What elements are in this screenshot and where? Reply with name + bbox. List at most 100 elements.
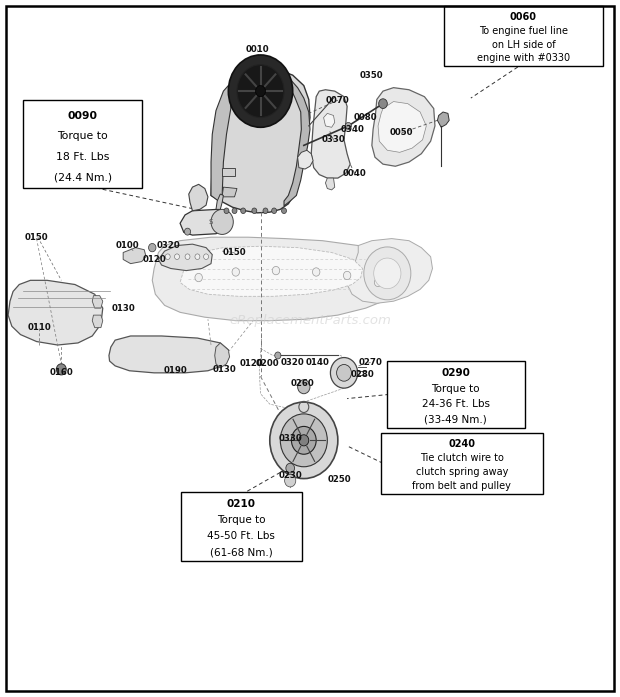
Text: 0070: 0070 bbox=[326, 95, 350, 105]
Polygon shape bbox=[180, 246, 363, 296]
FancyBboxPatch shape bbox=[381, 433, 543, 494]
Text: S: S bbox=[209, 219, 213, 225]
Polygon shape bbox=[153, 237, 402, 321]
Polygon shape bbox=[92, 315, 103, 328]
Circle shape bbox=[343, 271, 351, 279]
Polygon shape bbox=[180, 209, 231, 235]
Circle shape bbox=[270, 402, 338, 479]
Polygon shape bbox=[215, 343, 229, 368]
Text: (33-49 Nm.): (33-49 Nm.) bbox=[424, 414, 487, 424]
Polygon shape bbox=[222, 187, 237, 197]
Circle shape bbox=[345, 123, 352, 130]
Polygon shape bbox=[378, 102, 427, 153]
Circle shape bbox=[272, 208, 277, 213]
Text: 0200: 0200 bbox=[256, 359, 280, 368]
Polygon shape bbox=[211, 86, 231, 201]
Text: 0350: 0350 bbox=[360, 71, 384, 80]
Polygon shape bbox=[326, 178, 335, 190]
Text: 0120: 0120 bbox=[239, 359, 263, 368]
Circle shape bbox=[286, 464, 294, 473]
Circle shape bbox=[379, 99, 388, 109]
Text: 0230: 0230 bbox=[278, 470, 302, 480]
Polygon shape bbox=[298, 151, 313, 169]
Text: Torque to: Torque to bbox=[217, 516, 265, 526]
Polygon shape bbox=[372, 88, 435, 167]
Circle shape bbox=[195, 273, 202, 282]
Text: engine with #0330: engine with #0330 bbox=[477, 53, 570, 63]
Circle shape bbox=[252, 208, 257, 213]
Circle shape bbox=[224, 208, 229, 213]
Polygon shape bbox=[188, 184, 208, 210]
Circle shape bbox=[281, 208, 286, 213]
Text: eReplacementParts.com: eReplacementParts.com bbox=[229, 314, 391, 327]
Circle shape bbox=[211, 209, 233, 234]
Text: 0150: 0150 bbox=[25, 233, 48, 242]
Text: 24-36 Ft. Lbs: 24-36 Ft. Lbs bbox=[422, 399, 490, 409]
Text: from belt and pulley: from belt and pulley bbox=[412, 481, 511, 491]
Text: 0260: 0260 bbox=[291, 378, 314, 388]
Polygon shape bbox=[222, 168, 234, 176]
Text: 0010: 0010 bbox=[246, 45, 269, 54]
Text: 0060: 0060 bbox=[510, 13, 537, 22]
Text: on LH side of: on LH side of bbox=[492, 40, 556, 49]
Text: 0210: 0210 bbox=[227, 500, 256, 510]
Circle shape bbox=[299, 435, 309, 446]
Circle shape bbox=[298, 380, 310, 394]
Polygon shape bbox=[123, 247, 146, 263]
Text: 45-50 Ft. Lbs: 45-50 Ft. Lbs bbox=[208, 532, 275, 542]
Text: 0150: 0150 bbox=[223, 248, 246, 257]
Polygon shape bbox=[211, 67, 310, 213]
Text: 0130: 0130 bbox=[213, 365, 236, 374]
Text: clutch spring away: clutch spring away bbox=[415, 467, 508, 477]
Text: 0270: 0270 bbox=[359, 358, 383, 367]
Circle shape bbox=[184, 228, 190, 235]
Text: 0320: 0320 bbox=[157, 241, 181, 250]
Text: 0130: 0130 bbox=[112, 304, 135, 313]
Text: 0340: 0340 bbox=[340, 125, 364, 134]
Polygon shape bbox=[159, 244, 212, 270]
Circle shape bbox=[185, 254, 190, 259]
Text: 18 Ft. Lbs: 18 Ft. Lbs bbox=[56, 152, 109, 162]
Circle shape bbox=[232, 208, 237, 213]
Polygon shape bbox=[324, 114, 335, 128]
Circle shape bbox=[337, 365, 352, 381]
Text: 0040: 0040 bbox=[343, 169, 366, 178]
Text: 0250: 0250 bbox=[328, 475, 352, 484]
Circle shape bbox=[237, 65, 284, 118]
Circle shape bbox=[374, 278, 382, 286]
Circle shape bbox=[255, 86, 265, 97]
Polygon shape bbox=[8, 280, 103, 345]
FancyBboxPatch shape bbox=[387, 361, 525, 428]
Text: To engine fuel line: To engine fuel line bbox=[479, 26, 568, 36]
Polygon shape bbox=[92, 296, 103, 308]
Text: 0140: 0140 bbox=[306, 358, 329, 367]
Text: 0190: 0190 bbox=[163, 366, 187, 375]
Circle shape bbox=[241, 208, 246, 213]
Text: 0320: 0320 bbox=[281, 358, 304, 367]
FancyBboxPatch shape bbox=[23, 100, 143, 187]
Text: 0240: 0240 bbox=[448, 439, 476, 449]
FancyBboxPatch shape bbox=[180, 492, 302, 561]
Text: Torque to: Torque to bbox=[432, 383, 480, 394]
Text: 0110: 0110 bbox=[27, 323, 51, 332]
Circle shape bbox=[374, 258, 401, 289]
Circle shape bbox=[195, 254, 200, 259]
Text: (24.4 Nm.): (24.4 Nm.) bbox=[53, 172, 112, 182]
Circle shape bbox=[174, 254, 179, 259]
Circle shape bbox=[285, 475, 296, 487]
Circle shape bbox=[280, 414, 327, 467]
Polygon shape bbox=[438, 112, 449, 128]
Circle shape bbox=[364, 247, 411, 300]
Polygon shape bbox=[216, 194, 223, 209]
Circle shape bbox=[312, 268, 320, 276]
Circle shape bbox=[263, 208, 268, 213]
Text: 0280: 0280 bbox=[351, 370, 374, 379]
FancyBboxPatch shape bbox=[444, 6, 603, 66]
Text: 0080: 0080 bbox=[354, 113, 378, 122]
Polygon shape bbox=[347, 238, 433, 303]
Text: 0330: 0330 bbox=[278, 434, 302, 443]
Text: 0090: 0090 bbox=[68, 111, 98, 121]
Circle shape bbox=[56, 364, 66, 375]
Circle shape bbox=[291, 427, 316, 454]
Circle shape bbox=[203, 254, 208, 259]
